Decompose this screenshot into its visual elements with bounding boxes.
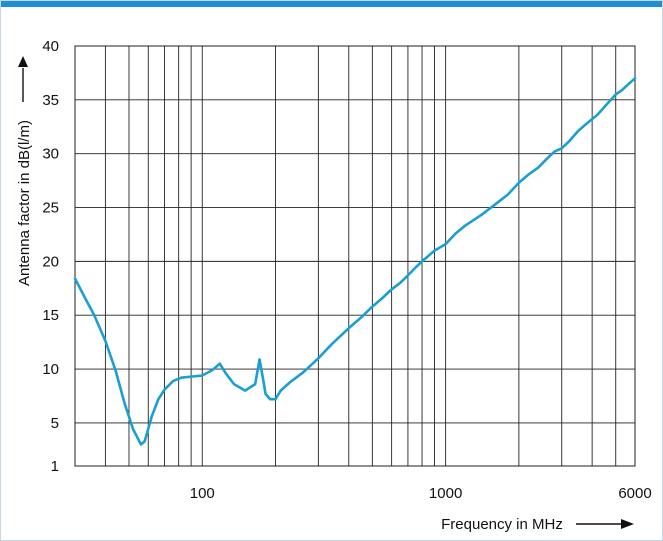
y-tick-label: 25 — [42, 200, 59, 217]
header-band — [0, 0, 663, 7]
x-axis-arrow-head — [621, 519, 634, 529]
x-tick-label: 1000 — [429, 485, 462, 502]
y-tick-label: 1 — [51, 458, 59, 475]
series-line — [73, 77, 637, 446]
y-tick-label: 15 — [42, 307, 59, 324]
y-tick-label: 5 — [51, 415, 59, 432]
plot-border — [74, 45, 636, 467]
x-axis-title-group: Frequency in MHz — [441, 516, 634, 533]
y-tick-label: 20 — [42, 253, 59, 270]
curve-layer — [73, 77, 637, 446]
y-tick-label: 35 — [42, 92, 59, 109]
x-axis-title: Frequency in MHz — [441, 516, 563, 533]
y-axis-arrow-head — [18, 56, 28, 67]
y-tick-label: 40 — [42, 38, 59, 55]
y-axis-title: Antenna factor in dB(l/m) — [16, 120, 33, 286]
x-tick-labels: 100 1000 6000 — [190, 485, 652, 502]
y-tick-label: 30 — [42, 146, 59, 163]
y-tick-label: 10 — [42, 361, 59, 378]
y-axis-title-group: Antenna factor in dB(l/m) — [16, 56, 33, 286]
x-tick-label: 6000 — [618, 485, 651, 502]
x-tick-label: 100 — [190, 485, 215, 502]
grid — [74, 45, 636, 467]
